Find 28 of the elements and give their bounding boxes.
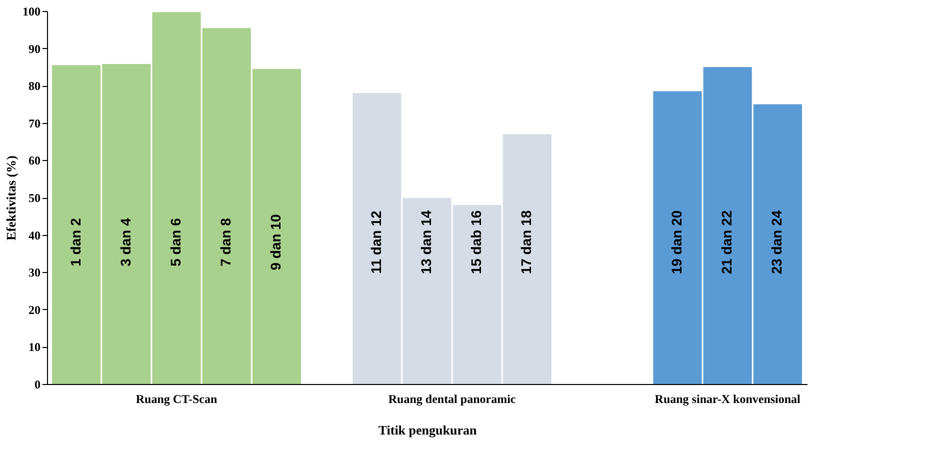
x-tick-label: 21 dan 22 bbox=[718, 210, 735, 274]
x-tick-label: 9 dan 10 bbox=[268, 214, 284, 270]
x-tick-label: 19 dan 20 bbox=[668, 210, 684, 274]
y-tick-label: 40 bbox=[28, 228, 40, 242]
x-tick-label: 13 dan 14 bbox=[418, 210, 434, 274]
y-tick-label: 90 bbox=[28, 42, 40, 56]
y-tick-label: 10 bbox=[28, 340, 40, 354]
x-tick-label: 1 dan 2 bbox=[67, 218, 84, 266]
y-tick-label: 20 bbox=[28, 302, 40, 317]
x-tick-label: 11 dan 12 bbox=[368, 210, 384, 274]
y-tick-label: 30 bbox=[28, 266, 40, 280]
x-tick-label: 3 dan 4 bbox=[117, 218, 134, 266]
y-tick-label: 70 bbox=[28, 116, 40, 130]
text: Ruang sinar-X konvensional bbox=[654, 392, 802, 406]
text: Ruang CT-Scan bbox=[136, 392, 218, 406]
text: Ruang dental panoramic bbox=[388, 392, 516, 406]
y-tick-label: 50 bbox=[28, 191, 40, 205]
y-tick-label: 60 bbox=[28, 154, 40, 168]
y-tick-label: 0 bbox=[34, 378, 40, 392]
x-tick-label: 7 dan 8 bbox=[218, 218, 234, 266]
y-tick-label: 80 bbox=[28, 79, 40, 94]
x-tick-label: 17 dan 18 bbox=[518, 210, 534, 274]
x-tick-label: 23 dan 24 bbox=[768, 210, 785, 274]
y-tick-label: 100 bbox=[22, 4, 40, 18]
x-tick-label: 15 dab 16 bbox=[468, 210, 484, 274]
x-tick-label: 5 dan 6 bbox=[168, 218, 184, 266]
x-axis-title: Titik pengukuran bbox=[378, 422, 478, 438]
y-axis-title: Efektivitas (%) bbox=[4, 156, 18, 240]
